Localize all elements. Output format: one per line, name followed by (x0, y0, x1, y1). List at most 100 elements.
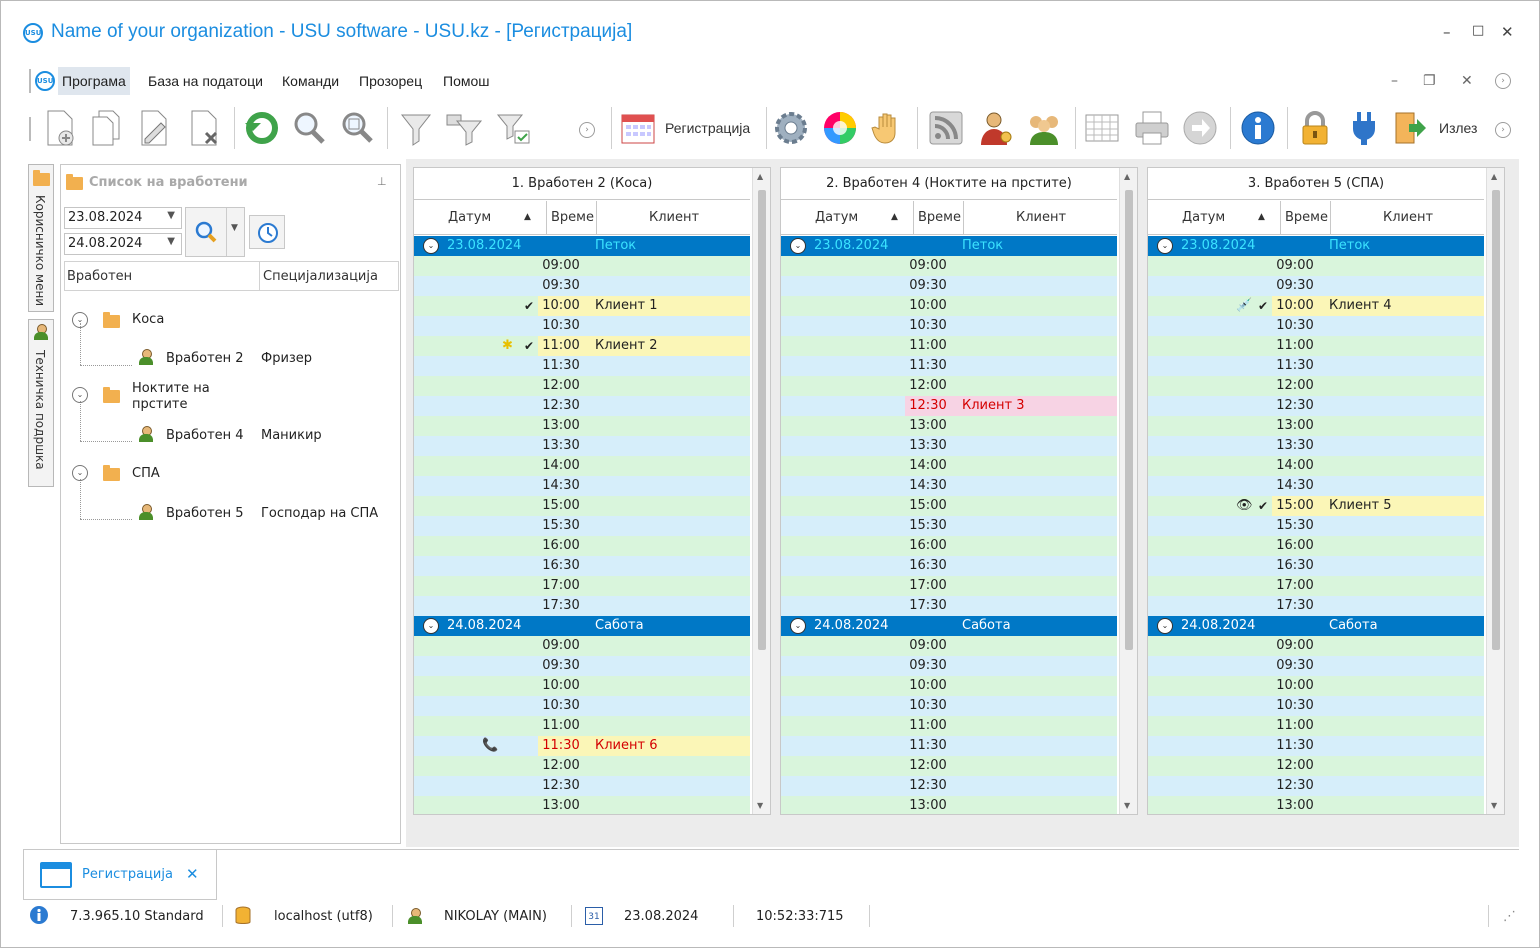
time-slot-row[interactable]: 13:00 (1148, 796, 1484, 814)
appointment-row[interactable]: 11:00 ✔ ✱ Клиент 2 (414, 336, 750, 356)
time-slot-row[interactable]: 09:30 (781, 276, 1117, 296)
time-slot-row[interactable]: 16:30 (781, 556, 1117, 576)
time-slot-row[interactable]: 12:00 (781, 756, 1117, 776)
date-to-field[interactable]: 24.08.2024 ▼ (64, 233, 182, 255)
time-slot-row[interactable]: 17:30 (781, 596, 1117, 616)
time-slot-row[interactable]: 14:30 (781, 476, 1117, 496)
time-slot-row[interactable]: 09:00 (414, 636, 750, 656)
collapse-day-icon[interactable]: ⌄ (1157, 618, 1173, 634)
time-slot-row[interactable]: 09:30 (1148, 656, 1484, 676)
tab-registration[interactable]: Регистрација ✕ (23, 850, 217, 900)
close-tab-icon[interactable]: ✕ (186, 865, 199, 883)
day-header-row[interactable]: ⌄ 24.08.2024 Сабота (1148, 616, 1484, 636)
registration-button-label[interactable]: Регистрација (665, 120, 751, 136)
zoom-icon[interactable] (339, 107, 377, 149)
client-name[interactable]: Клиент 2 (595, 338, 658, 353)
time-slot-row[interactable]: 13:00 (781, 796, 1117, 814)
column-client[interactable]: Клиент (1016, 210, 1067, 225)
time-slot-row[interactable]: 14:00 (1148, 456, 1484, 476)
scroll-down-icon[interactable]: ▼ (1491, 801, 1498, 810)
time-slot-row[interactable]: 11:30 (781, 736, 1117, 756)
time-slot-row[interactable]: 15:30 (414, 516, 750, 536)
time-slot-row[interactable]: 11:30 (781, 356, 1117, 376)
chevron-down-icon[interactable]: ▼ (167, 236, 175, 247)
time-slot-row[interactable]: 11:30 (414, 356, 750, 376)
clock-button[interactable] (249, 215, 285, 249)
side-tab-tech-support[interactable]: Техничка подршка (28, 319, 54, 487)
search-button[interactable]: ▼ (185, 207, 245, 257)
time-slot-row[interactable]: 11:00 (1148, 336, 1484, 356)
time-slot-row[interactable]: 10:30 (414, 316, 750, 336)
expand-group-nails[interactable]: ⌄ (72, 387, 88, 403)
time-slot-row[interactable]: 15:00 (781, 496, 1117, 516)
time-slot-row[interactable]: 12:00 (414, 756, 750, 776)
edit-icon[interactable] (135, 107, 173, 149)
filter-icon[interactable] (397, 107, 435, 149)
column-date[interactable]: Датум (448, 210, 492, 225)
collapse-day-icon[interactable]: ⌄ (790, 618, 806, 634)
appointment-row[interactable]: 11:30 📞 Клиент 6 (414, 736, 750, 756)
time-slot-row[interactable]: 11:00 (781, 716, 1117, 736)
delete-icon[interactable] (185, 107, 223, 149)
column-time[interactable]: Време (1285, 210, 1328, 225)
time-slot-row[interactable]: 10:00 (781, 296, 1117, 316)
date-from-field[interactable]: 23.08.2024 ▼ (64, 207, 182, 229)
registration-calendar-icon[interactable] (619, 107, 657, 149)
printer-icon[interactable] (1133, 107, 1171, 149)
time-slot-row[interactable]: 13:30 (1148, 436, 1484, 456)
time-slot-row[interactable]: 13:30 (781, 436, 1117, 456)
exit-button-label[interactable]: Излез (1439, 120, 1478, 136)
time-slot-row[interactable]: 11:00 (414, 716, 750, 736)
time-slot-row[interactable]: 13:30 (414, 436, 750, 456)
forward-icon[interactable] (1181, 107, 1219, 149)
time-slot-row[interactable]: 17:00 (781, 576, 1117, 596)
chevron-down-icon[interactable]: ▼ (231, 223, 238, 233)
employee-4-name[interactable]: Вработен 4 (166, 428, 244, 443)
time-slot-row[interactable]: 17:30 (414, 596, 750, 616)
column-client[interactable]: Клиент (1383, 210, 1434, 225)
users-icon[interactable] (1025, 107, 1063, 149)
scroll-down-icon[interactable]: ▼ (757, 801, 764, 810)
time-slot-row[interactable]: 16:00 (414, 536, 750, 556)
day-header-row[interactable]: ⌄ 24.08.2024 Сабота (414, 616, 750, 636)
time-slot-row[interactable]: 11:00 (781, 336, 1117, 356)
time-slot-row[interactable]: 09:30 (414, 656, 750, 676)
search-icon[interactable] (291, 107, 329, 149)
pin-icon[interactable]: ⊥ (377, 175, 387, 188)
expand-group-spa[interactable]: ⌄ (72, 465, 88, 481)
time-slot-row[interactable]: 09:30 (1148, 276, 1484, 296)
time-slot-row[interactable]: 14:00 (414, 456, 750, 476)
appointment-row[interactable]: 10:00 ✔ 💉 Клиент 4 (1148, 296, 1484, 316)
table-icon[interactable] (1083, 107, 1121, 149)
info-icon[interactable] (1239, 107, 1277, 149)
time-slot-row[interactable]: 12:00 (414, 376, 750, 396)
time-slot-row[interactable]: 09:00 (1148, 636, 1484, 656)
client-name[interactable]: Клиент 3 (962, 398, 1025, 413)
filter-settings-icon[interactable] (445, 107, 483, 149)
exit-icon[interactable] (1391, 107, 1429, 149)
time-slot-row[interactable]: 15:30 (1148, 516, 1484, 536)
copy-icon[interactable] (87, 107, 125, 149)
menu-database[interactable]: База на податоци (148, 73, 263, 89)
employee-5-name[interactable]: Вработен 5 (166, 506, 244, 521)
minimize-button[interactable]: – (1443, 23, 1451, 41)
menu-commands[interactable]: Команди (282, 73, 340, 89)
client-name[interactable]: Клиент 1 (595, 298, 658, 313)
menu-overflow-icon[interactable]: › (1495, 73, 1511, 89)
filter-clear-icon[interactable] (495, 107, 533, 149)
time-slot-row[interactable]: 12:30 (781, 776, 1117, 796)
sort-asc-icon[interactable]: ▲ (891, 212, 898, 222)
collapse-day-icon[interactable]: ⌄ (423, 238, 439, 254)
collapse-day-icon[interactable]: ⌄ (1157, 238, 1173, 254)
time-slot-row[interactable]: 14:00 (781, 456, 1117, 476)
client-name[interactable]: Клиент 4 (1329, 298, 1392, 313)
time-slot-row[interactable]: 12:30 (414, 396, 750, 416)
menu-program[interactable]: Програма (58, 67, 130, 95)
scroll-up-icon[interactable]: ▲ (757, 172, 764, 181)
collapse-day-icon[interactable]: ⌄ (423, 618, 439, 634)
time-slot-row[interactable]: 11:30 (1148, 736, 1484, 756)
time-slot-row[interactable]: 09:30 (414, 276, 750, 296)
time-slot-row[interactable]: 10:00 (414, 676, 750, 696)
time-slot-row[interactable]: 17:30 (1148, 596, 1484, 616)
time-slot-row[interactable]: 15:30 (781, 516, 1117, 536)
